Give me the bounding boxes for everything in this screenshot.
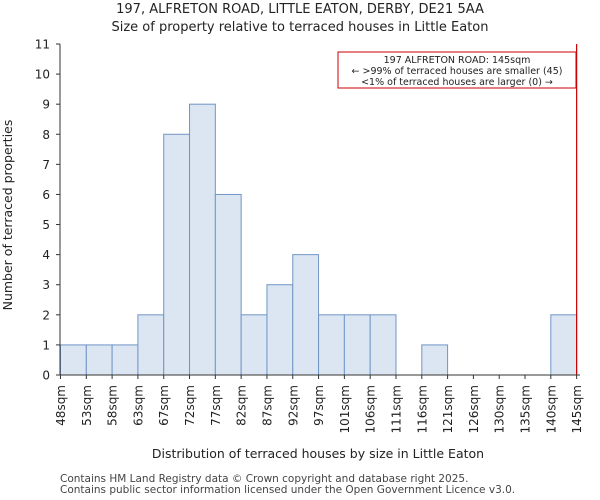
y-tick-label: 7 xyxy=(42,158,50,172)
y-tick-label: 8 xyxy=(42,128,50,142)
footer-line-2: Contains public sector information licen… xyxy=(60,484,516,496)
bar-63sqm xyxy=(137,314,165,376)
bar-53sqm xyxy=(85,344,113,376)
y-tick-label: 6 xyxy=(42,188,50,202)
x-tick-label: 87sqm xyxy=(260,385,274,426)
y-tick-label: 1 xyxy=(42,338,50,352)
bar-67sqm xyxy=(163,133,191,376)
bar-77sqm xyxy=(214,193,242,376)
y-tick-label: 10 xyxy=(35,68,50,82)
y-tick-label: 5 xyxy=(42,218,50,232)
y-tick-label: 11 xyxy=(35,38,50,52)
bar-82sqm xyxy=(240,314,268,376)
x-tick-label: 126sqm xyxy=(467,385,481,433)
bar-48sqm xyxy=(60,344,87,376)
y-tick-label: 9 xyxy=(42,98,50,112)
y-tick-label: 2 xyxy=(42,308,50,322)
x-tick-label: 82sqm xyxy=(235,385,249,426)
x-tick-label: 48sqm xyxy=(54,385,68,426)
bar-140sqm xyxy=(550,314,578,376)
bar-116sqm xyxy=(421,344,449,376)
bar-58sqm xyxy=(111,344,139,376)
bar-92sqm xyxy=(292,254,320,376)
annotation-box: 197 ALFRETON ROAD: 145sqm ← >99% of terr… xyxy=(337,51,577,89)
y-tick-label: 3 xyxy=(42,278,50,292)
x-axis-label: Distribution of terraced houses by size … xyxy=(152,446,484,461)
y-tick-label: 0 xyxy=(42,369,50,383)
bar-87sqm xyxy=(266,284,294,376)
x-tick-label: 97sqm xyxy=(312,385,326,426)
x-tick-label: 135sqm xyxy=(519,385,533,433)
x-tick-label: 63sqm xyxy=(131,385,145,426)
annotation-line-3: <1% of terraced houses are larger (0) → xyxy=(361,77,553,88)
x-tick-label: 140sqm xyxy=(544,385,558,433)
x-tick-label: 121sqm xyxy=(441,385,455,433)
annotation-line-1: 197 ALFRETON ROAD: 145sqm xyxy=(384,55,531,66)
x-tick-label: 67sqm xyxy=(157,385,171,426)
x-tick-label: 101sqm xyxy=(338,385,352,433)
x-tick-label: 92sqm xyxy=(286,385,300,426)
x-tick-label: 53sqm xyxy=(80,385,94,426)
y-axis-label: Number of terraced properties xyxy=(0,120,15,311)
bar-97sqm xyxy=(318,314,345,376)
x-tick-label: 58sqm xyxy=(106,385,120,426)
bar-106sqm xyxy=(369,314,397,376)
x-tick-label: 111sqm xyxy=(389,385,403,433)
x-tick-label: 72sqm xyxy=(183,385,197,426)
chart-subtitle: Size of property relative to terraced ho… xyxy=(111,20,489,35)
annotation-line-2: ← >99% of terraced houses are smaller (4… xyxy=(352,66,563,77)
y-tick-label: 4 xyxy=(42,248,50,262)
x-tick-label: 145sqm xyxy=(570,385,584,433)
chart-title: 197, ALFRETON ROAD, LITTLE EATON, DERBY,… xyxy=(116,2,484,17)
x-tick-label: 106sqm xyxy=(364,385,378,433)
footer-line-1: Contains HM Land Registry data © Crown c… xyxy=(60,473,469,485)
x-tick-label: 130sqm xyxy=(493,385,507,433)
x-tick-label: 77sqm xyxy=(209,385,223,426)
bar-101sqm xyxy=(343,314,371,376)
bar-72sqm xyxy=(189,103,216,376)
x-tick-label: 116sqm xyxy=(415,385,429,433)
